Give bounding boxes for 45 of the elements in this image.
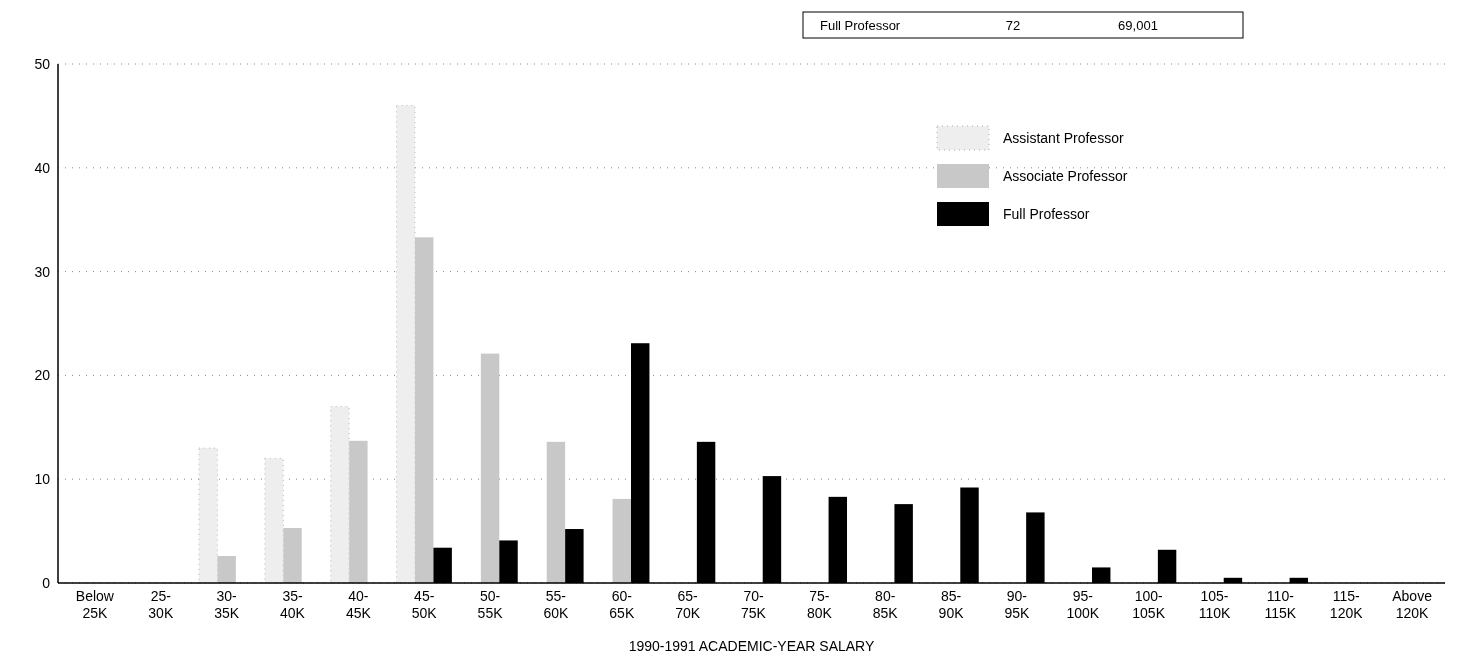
x-tick-label: Above 120K bbox=[1392, 588, 1433, 621]
legend-label: Associate Professor bbox=[1003, 167, 1128, 184]
x-tick-label: 90-95K bbox=[1004, 588, 1031, 621]
x-tick-label: 95-100K bbox=[1066, 588, 1100, 621]
bar bbox=[283, 527, 302, 583]
x-tick-label: 65-70K bbox=[675, 588, 701, 621]
text: 69,001 bbox=[1118, 18, 1158, 33]
legend-label: Assistant Professor bbox=[1003, 129, 1124, 146]
x-tick-label: 85-90K bbox=[938, 588, 965, 621]
bar bbox=[612, 498, 632, 583]
text: Full Professor bbox=[820, 18, 901, 33]
bar bbox=[396, 105, 416, 584]
bar bbox=[480, 353, 500, 583]
bar bbox=[198, 447, 218, 584]
bar bbox=[217, 556, 236, 583]
x-tick-label: 30-35K bbox=[214, 588, 240, 621]
text: 72 bbox=[1005, 18, 1021, 33]
y-tick-label: 50 bbox=[34, 55, 51, 72]
bar bbox=[349, 440, 368, 583]
x-tick-label: 60-65K bbox=[609, 588, 635, 621]
x-tick-label: 100-105K bbox=[1132, 588, 1166, 621]
bar bbox=[330, 406, 350, 584]
bar bbox=[264, 458, 284, 584]
x-tick-label: 25-30K bbox=[148, 588, 174, 621]
y-tick-label: 0 bbox=[42, 574, 51, 591]
x-tick-label: 110-115K bbox=[1264, 588, 1297, 621]
x-tick-label: 70-75K bbox=[741, 588, 767, 621]
x-tick-label: 75-80K bbox=[806, 588, 833, 621]
x-axis-title: 1990-1991 ACADEMIC-YEAR SALARY bbox=[628, 638, 875, 654]
x-tick-label: 80-85K bbox=[872, 588, 899, 621]
bar bbox=[414, 237, 434, 583]
bar bbox=[546, 441, 566, 583]
legend-label: Full Professor bbox=[1003, 205, 1090, 222]
x-tick-label: 50-55K bbox=[477, 588, 504, 621]
x-tick-label: 105-110K bbox=[1198, 588, 1231, 621]
x-tick-label: 55-60K bbox=[543, 588, 570, 621]
y-tick-label: 10 bbox=[34, 471, 51, 488]
x-tick-label: 115-120K bbox=[1329, 588, 1364, 621]
x-tick-label: 35-40K bbox=[280, 588, 306, 621]
x-tick-label: Below 25K bbox=[75, 588, 115, 621]
x-tick-label: 45-50K bbox=[411, 588, 438, 621]
y-tick-label: 20 bbox=[34, 367, 51, 384]
y-tick-label: 30 bbox=[34, 263, 51, 280]
y-tick-label: 40 bbox=[34, 159, 51, 176]
x-tick-label: 40-45K bbox=[345, 588, 372, 621]
